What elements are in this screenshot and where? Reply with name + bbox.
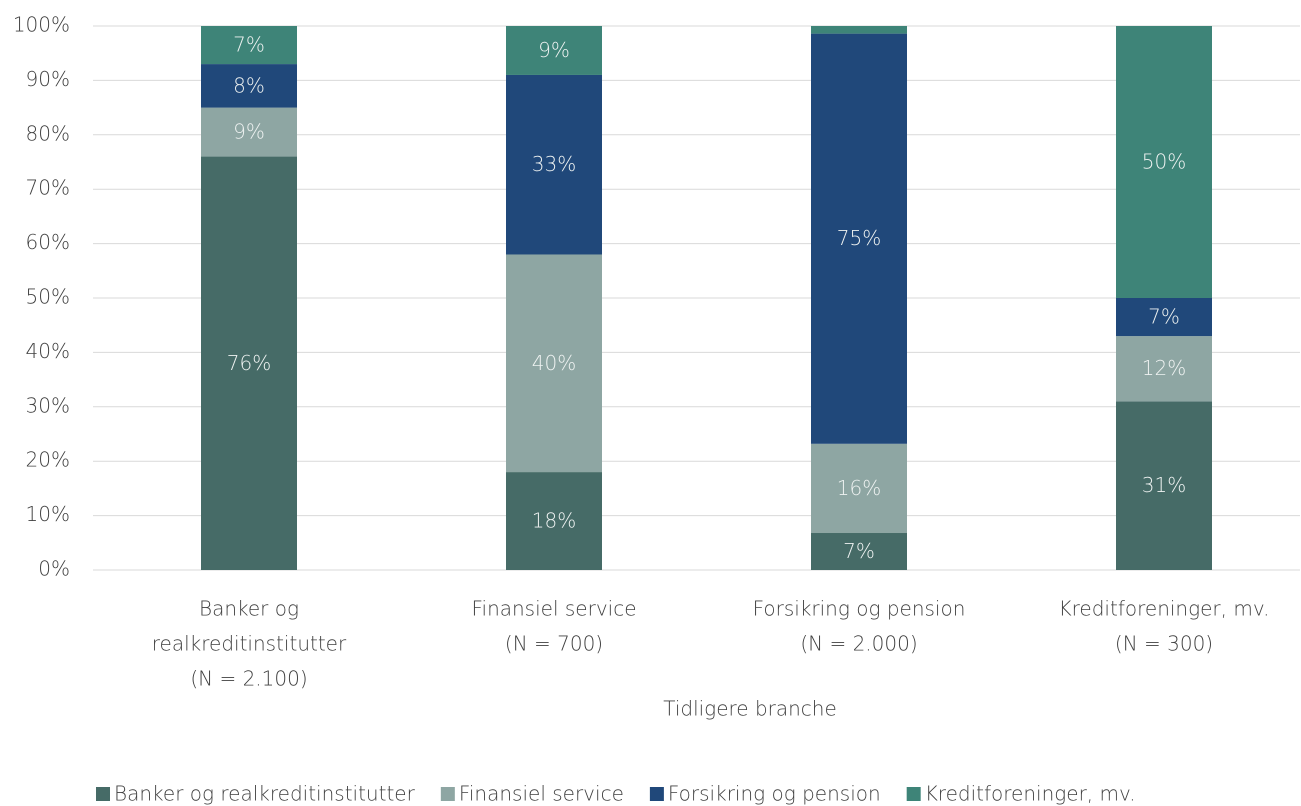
bar-segment (811, 443, 907, 534)
legend-swatch (906, 787, 921, 801)
x-tick-label: Finansiel service (471, 597, 636, 621)
y-tick-label: 10% (26, 502, 70, 526)
legend-label: Kreditforeninger, mv. (925, 782, 1136, 806)
data-label: 33% (532, 152, 576, 176)
data-label: 76% (227, 351, 271, 375)
y-tick-label: 70% (26, 176, 70, 200)
data-label: 9% (233, 120, 265, 144)
bar-segment (201, 26, 297, 65)
x-tick-label: (N = 300) (1115, 632, 1213, 656)
data-label: 7% (1148, 305, 1180, 329)
bar-segment (506, 472, 602, 570)
data-label: 31% (1142, 473, 1186, 497)
bar-segment (811, 33, 907, 444)
data-label: 16% (837, 476, 881, 500)
y-tick-label: 30% (26, 393, 70, 417)
bar-segment (1116, 298, 1212, 337)
bar-segment (201, 107, 297, 157)
y-tick-label: 90% (26, 67, 70, 91)
y-tick-label: 80% (26, 121, 70, 145)
legend-label: Banker og realkreditinstitutter (114, 782, 416, 806)
data-label: 18% (532, 509, 576, 533)
data-label: 7% (233, 33, 265, 57)
legend-label: Forsikring og pension (668, 782, 881, 806)
data-label: 8% (233, 73, 265, 97)
x-tick-label: Forsikring og pension (753, 597, 966, 621)
data-label: 50% (1142, 150, 1186, 174)
x-axis-title: Tidligere branche (663, 697, 837, 721)
data-label: 9% (538, 38, 570, 62)
bar-segment (506, 26, 602, 75)
x-tick-label: (N = 2.000) (800, 632, 917, 656)
bar-segment (811, 533, 907, 570)
x-tick-label: Kreditforeninger, mv. (1059, 597, 1270, 621)
bar-segment (506, 254, 602, 473)
y-tick-label: 0% (38, 557, 70, 581)
legend-swatch (649, 787, 664, 801)
bar-segment (1116, 401, 1212, 570)
y-tick-label: 60% (26, 230, 70, 254)
y-tick-label: 100% (13, 13, 70, 37)
x-tick-label: Banker og (199, 597, 299, 621)
bar-segment (506, 74, 602, 255)
bar-segment (1116, 26, 1212, 298)
legend-swatch (96, 787, 110, 801)
data-label: 12% (1142, 356, 1186, 380)
bar-segment (1116, 336, 1212, 402)
bar-segment (201, 156, 297, 570)
x-tick-label: (N = 700) (505, 632, 603, 656)
y-tick-label: 50% (26, 285, 70, 309)
y-tick-label: 40% (26, 339, 70, 363)
x-tick-label: (N = 2.100) (190, 667, 307, 691)
bar-segment (811, 26, 907, 34)
y-tick-label: 20% (26, 448, 70, 472)
data-label: 75% (837, 226, 881, 250)
data-label: 40% (532, 351, 576, 375)
legend-label: Finansiel service (459, 782, 624, 806)
x-tick-label: realkreditinstitutter (152, 632, 347, 656)
legend-swatch (440, 787, 455, 801)
data-label: 7% (843, 539, 875, 563)
bar-segment (201, 64, 297, 108)
